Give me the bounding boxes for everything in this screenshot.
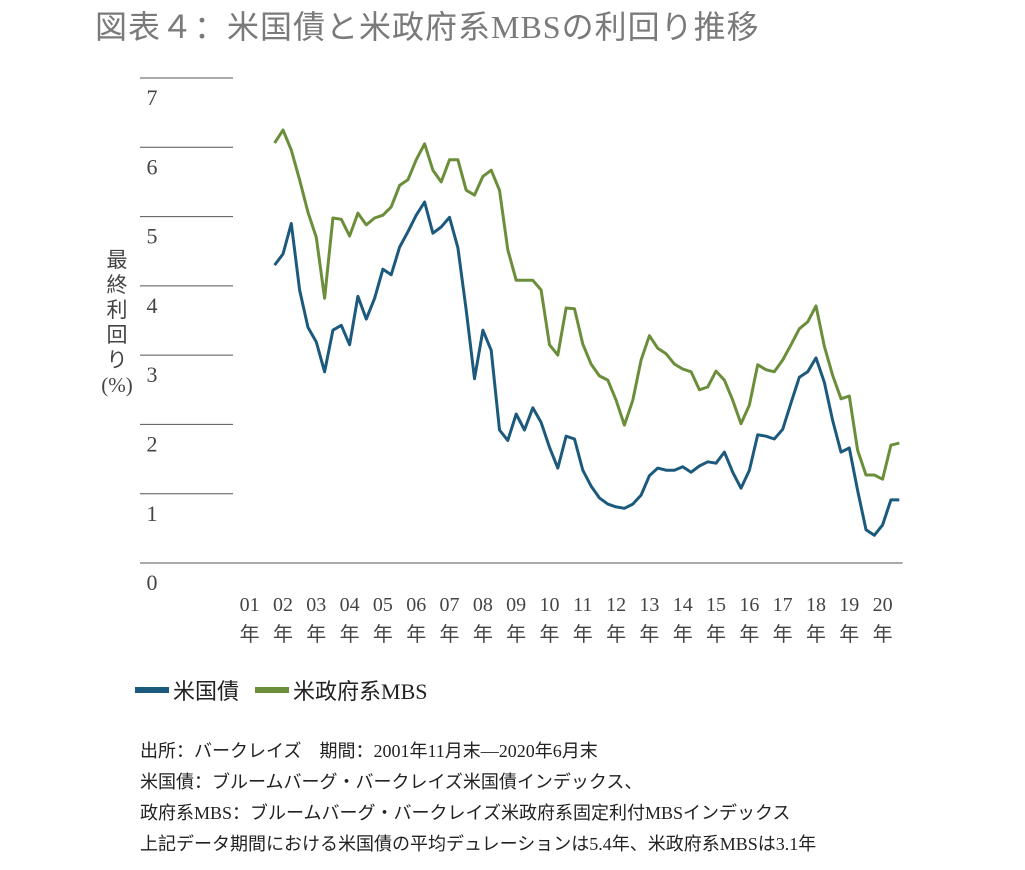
note-line: 出所：バークレイズ 期間：2001年11月末—2020年6月末 xyxy=(140,741,598,761)
y-axis-label: 最終利回り(%) xyxy=(101,248,133,397)
x-tick-label: 19年 xyxy=(839,594,860,646)
x-tick-label: 01年 xyxy=(239,594,260,646)
legend-swatch xyxy=(255,687,290,693)
x-tick-label: 14年 xyxy=(672,594,693,646)
legend-swatch xyxy=(135,687,169,693)
legend-label: 米国債 xyxy=(173,679,240,704)
x-tick-label: 11年 xyxy=(572,594,593,646)
x-tick-label: 08年 xyxy=(472,594,493,646)
x-tick-label: 09年 xyxy=(506,594,527,646)
chart-title: 図表４：米国債と米政府系MBSの利回り推移 xyxy=(95,9,760,45)
x-tick-label: 12年 xyxy=(606,594,627,646)
legend: 米国債 米政府系MBS xyxy=(135,674,444,706)
x-tick-label: 18年 xyxy=(805,594,826,646)
x-tick-label: 13年 xyxy=(639,594,660,646)
note-line: 米国債：ブルームバーグ・バークレイズ米国債インデックス、 xyxy=(140,772,643,792)
y-tick-label: 6 xyxy=(147,154,158,179)
legend-item: 米国債 xyxy=(135,674,239,706)
y-tick-label: 5 xyxy=(147,224,158,249)
y-tick-label: 2 xyxy=(147,431,158,456)
note-line: 政府系MBS：ブルームバーグ・バークレイズ米政府系固定利付MBSインデックス xyxy=(140,803,791,823)
x-tick-label: 02年 xyxy=(272,594,293,646)
y-tick-label: 4 xyxy=(147,293,158,318)
x-tick-label: 06年 xyxy=(406,594,427,646)
x-tick-label: 17年 xyxy=(772,594,793,646)
y-tick-label: 0 xyxy=(147,570,158,595)
note-line: 上記データ期間における米国債の平均デュレーションは5.4年、米政府系MBSは3.… xyxy=(140,834,817,854)
notes: 出所：バークレイズ 期間：2001年11月末—2020年6月末米国債：ブルームバ… xyxy=(140,736,816,860)
x-tick-label: 05年 xyxy=(372,594,393,646)
x-tick-label: 16年 xyxy=(739,594,760,646)
x-tick-label: 20年 xyxy=(872,594,893,646)
y-tick-label: 1 xyxy=(147,501,158,526)
legend-item: 米政府系MBS xyxy=(255,674,428,706)
x-tick-label: 07年 xyxy=(439,594,460,646)
legend-label: 米政府系MBS xyxy=(293,679,428,704)
series-line xyxy=(273,200,900,537)
y-tick-label: 7 xyxy=(147,85,158,110)
x-tick-label: 04年 xyxy=(339,594,360,646)
x-tick-label: 15年 xyxy=(706,594,727,646)
series-line xyxy=(273,128,900,481)
y-tick-label: 3 xyxy=(147,362,158,387)
x-tick-label: 10年 xyxy=(539,594,560,646)
x-tick-label: 03年 xyxy=(306,594,327,646)
